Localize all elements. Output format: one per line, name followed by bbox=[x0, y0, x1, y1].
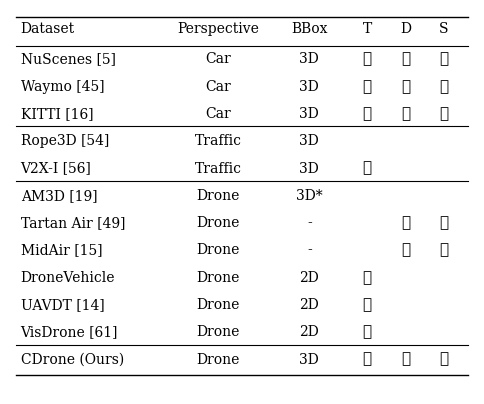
Text: Perspective: Perspective bbox=[177, 23, 259, 36]
Text: ✓: ✓ bbox=[439, 107, 449, 121]
Text: Dataset: Dataset bbox=[21, 23, 75, 36]
Text: ✓: ✓ bbox=[363, 162, 372, 176]
Text: Drone: Drone bbox=[196, 271, 240, 285]
Text: Waymo [45]: Waymo [45] bbox=[21, 80, 104, 94]
Text: ✓: ✓ bbox=[401, 107, 410, 121]
Text: CDrone (Ours): CDrone (Ours) bbox=[21, 353, 124, 366]
Text: ✓: ✓ bbox=[363, 80, 372, 94]
Text: Drone: Drone bbox=[196, 189, 240, 203]
Text: ✓: ✓ bbox=[439, 244, 449, 257]
Text: ✓: ✓ bbox=[439, 216, 449, 230]
Text: ✓: ✓ bbox=[401, 80, 410, 94]
Text: ✓: ✓ bbox=[401, 216, 410, 230]
Text: ✓: ✓ bbox=[363, 325, 372, 339]
Text: DroneVehicle: DroneVehicle bbox=[21, 271, 115, 285]
Text: Tartan Air [49]: Tartan Air [49] bbox=[21, 216, 125, 230]
Text: BBox: BBox bbox=[291, 23, 328, 36]
Text: 2D: 2D bbox=[300, 298, 319, 312]
Text: -: - bbox=[307, 216, 312, 230]
Text: ✓: ✓ bbox=[363, 271, 372, 285]
Text: UAVDT [14]: UAVDT [14] bbox=[21, 298, 105, 312]
Text: 2D: 2D bbox=[300, 325, 319, 339]
Text: ✓: ✓ bbox=[363, 53, 372, 67]
Text: ✓: ✓ bbox=[401, 353, 410, 366]
Text: Rope3D [54]: Rope3D [54] bbox=[21, 135, 109, 148]
Text: V2X-I [56]: V2X-I [56] bbox=[21, 162, 91, 176]
Text: ✓: ✓ bbox=[401, 244, 410, 257]
Text: D: D bbox=[400, 23, 411, 36]
Text: ✓: ✓ bbox=[439, 353, 449, 366]
Text: ✓: ✓ bbox=[363, 353, 372, 366]
Text: T: T bbox=[363, 23, 372, 36]
Text: AM3D [19]: AM3D [19] bbox=[21, 189, 97, 203]
Text: -: - bbox=[307, 244, 312, 257]
Text: S: S bbox=[439, 23, 449, 36]
Text: Car: Car bbox=[205, 80, 231, 94]
Text: Drone: Drone bbox=[196, 353, 240, 366]
Text: Car: Car bbox=[205, 53, 231, 67]
Text: MidAir [15]: MidAir [15] bbox=[21, 244, 102, 257]
Text: 3D: 3D bbox=[300, 135, 319, 148]
Text: 3D: 3D bbox=[300, 162, 319, 176]
Text: 3D: 3D bbox=[300, 353, 319, 366]
Text: Car: Car bbox=[205, 107, 231, 121]
Text: ✓: ✓ bbox=[363, 298, 372, 312]
Text: ✓: ✓ bbox=[439, 80, 449, 94]
Text: 2D: 2D bbox=[300, 271, 319, 285]
Text: Drone: Drone bbox=[196, 216, 240, 230]
Text: 3D*: 3D* bbox=[296, 189, 323, 203]
Text: KITTI [16]: KITTI [16] bbox=[21, 107, 93, 121]
Text: ✓: ✓ bbox=[401, 53, 410, 67]
Text: Drone: Drone bbox=[196, 298, 240, 312]
Text: 3D: 3D bbox=[300, 107, 319, 121]
Text: 3D: 3D bbox=[300, 80, 319, 94]
Text: Traffic: Traffic bbox=[195, 135, 242, 148]
Text: 3D: 3D bbox=[300, 53, 319, 67]
Text: ✓: ✓ bbox=[439, 53, 449, 67]
Text: VisDrone [61]: VisDrone [61] bbox=[21, 325, 118, 339]
Text: Traffic: Traffic bbox=[195, 162, 242, 176]
Text: NuScenes [5]: NuScenes [5] bbox=[21, 53, 116, 67]
Text: Drone: Drone bbox=[196, 325, 240, 339]
Text: ✓: ✓ bbox=[363, 107, 372, 121]
Text: Drone: Drone bbox=[196, 244, 240, 257]
